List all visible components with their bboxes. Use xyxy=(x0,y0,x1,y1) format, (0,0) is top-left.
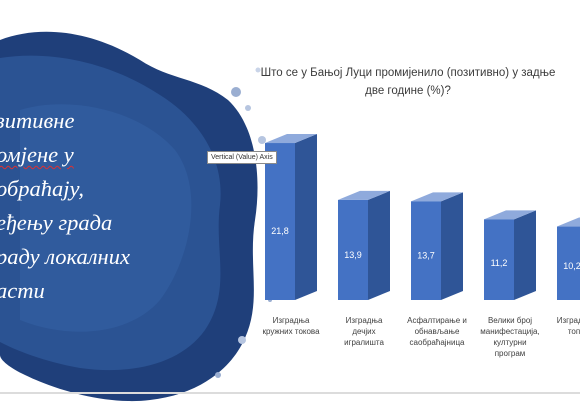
bar[interactable] xyxy=(265,143,295,300)
chart-title-line: две године (%)? xyxy=(365,85,451,97)
data-label: 10,2 xyxy=(563,261,580,271)
category-label: културни xyxy=(493,338,526,347)
axis-tooltip: Vertical (Value) Axis xyxy=(207,151,277,164)
slide-text-line: раду локалних xyxy=(0,244,130,269)
slide-text-line: зитивне xyxy=(0,108,75,133)
category-label: Велики број xyxy=(488,316,532,325)
bar[interactable] xyxy=(338,199,368,300)
category-label: Асфалтирање и xyxy=(407,316,467,325)
bar-side xyxy=(295,134,317,300)
category-label: манифестација, xyxy=(480,327,539,336)
slide-text: зитивне омјене у обраћају, еђењу града р… xyxy=(0,104,196,308)
slide-text-line: обраћају, xyxy=(0,176,85,201)
category-label: Изградња Еко xyxy=(557,316,580,325)
bar-top xyxy=(484,210,536,220)
category-label: кружних токова xyxy=(262,327,320,336)
category-label: програм xyxy=(495,349,526,358)
bar[interactable] xyxy=(411,201,441,300)
bar-side xyxy=(441,192,463,300)
divider xyxy=(0,392,580,394)
category-label: саобраћајница xyxy=(410,338,466,347)
slide-text-line: еђењу града xyxy=(0,210,113,235)
bar[interactable] xyxy=(484,219,514,300)
slide-text-line: омјене у xyxy=(0,142,74,167)
category-label: обнављање xyxy=(415,327,460,336)
data-label: 11,2 xyxy=(491,258,508,268)
bar-top xyxy=(265,134,317,144)
bar-top xyxy=(557,217,580,227)
bar-top xyxy=(338,190,390,200)
slide-text-line: асти xyxy=(0,278,45,303)
bar-top xyxy=(411,192,463,202)
data-label: 13,9 xyxy=(344,250,362,260)
category-label: дечјих xyxy=(352,327,375,336)
chart-title-line: Што се у Бањој Луци промијенило (позитив… xyxy=(260,67,556,79)
category-label: игралишта xyxy=(344,338,384,347)
data-label: 21,8 xyxy=(271,226,289,236)
category-label: Изградња xyxy=(273,316,310,325)
data-label: 13,7 xyxy=(417,251,435,261)
bar-side xyxy=(368,190,390,300)
category-label: топлане xyxy=(568,327,580,336)
bar-side xyxy=(514,210,536,300)
category-label: Изградња xyxy=(346,316,383,325)
bar[interactable] xyxy=(557,226,580,300)
chart-title: Што се у Бањој Луци промијенило (позитив… xyxy=(228,64,580,100)
